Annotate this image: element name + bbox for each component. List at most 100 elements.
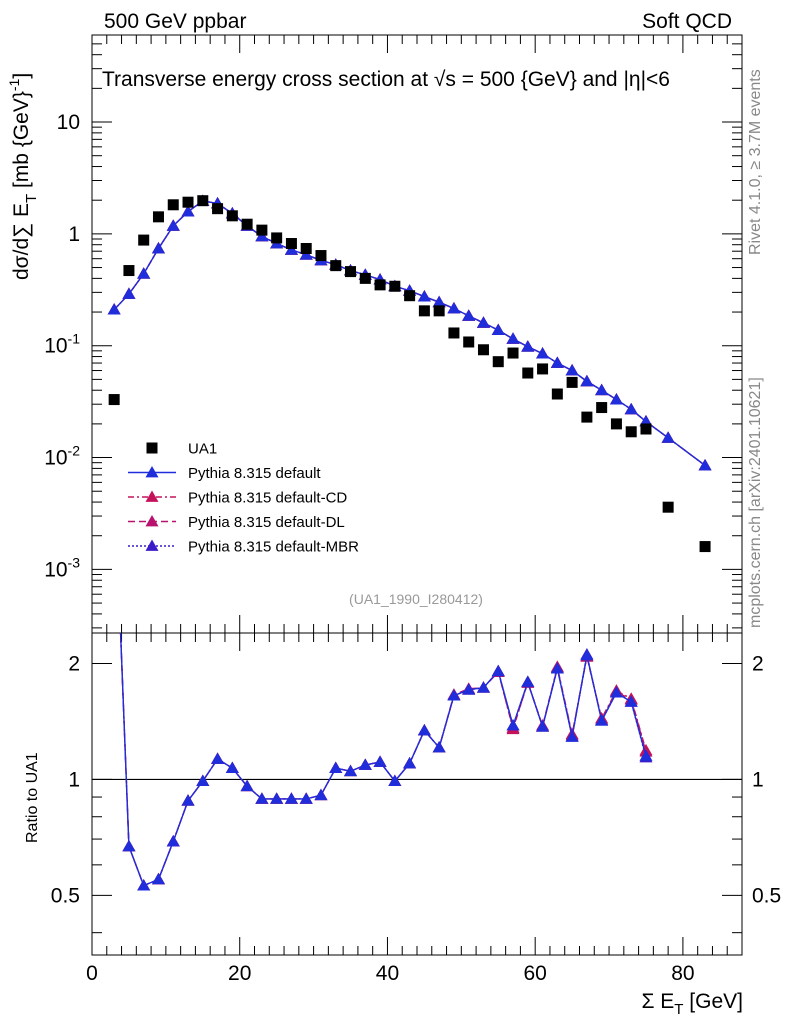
ratio-line-mbr bbox=[119, 633, 647, 887]
ratio-point-default bbox=[491, 664, 505, 677]
x-tick-label: 40 bbox=[376, 962, 399, 985]
main-y-tick-label: 10-3 bbox=[44, 554, 80, 581]
main-point-ua1 bbox=[226, 210, 238, 222]
main-point-ua1 bbox=[537, 363, 549, 375]
legend-item-cd: Pythia 8.315 default-CD bbox=[128, 490, 347, 507]
main-point-ua1 bbox=[330, 260, 342, 272]
main-point-default bbox=[521, 340, 535, 352]
main-point-ua1 bbox=[256, 224, 268, 236]
ratio-y-tick-label-left: 0.5 bbox=[51, 884, 80, 907]
main-y-tick-labels: 10 1 10-1 10-2 10-3 bbox=[44, 111, 80, 581]
main-point-ua1 bbox=[463, 336, 475, 348]
ratio-point-default bbox=[639, 749, 653, 761]
main-point-default bbox=[491, 323, 505, 335]
main-point-ua1 bbox=[212, 203, 224, 215]
rivet-label: Rivet 4.1.0, ≥ 3.7M events bbox=[747, 69, 764, 255]
legend-item-dl: Pythia 8.315 default-DL bbox=[128, 514, 345, 531]
ratio-point-default bbox=[255, 792, 269, 804]
main-point-ua1 bbox=[345, 266, 357, 278]
ratio-line-default bbox=[119, 633, 647, 887]
x-tick-labels: 0 20 40 60 80 bbox=[86, 962, 694, 985]
ratio-point-default bbox=[225, 761, 239, 773]
legend-marker-ua1 bbox=[146, 442, 158, 454]
chart-title: Transverse energy cross section at √s = … bbox=[102, 68, 670, 91]
ratio-point-default bbox=[565, 730, 579, 742]
ratio-point-default bbox=[299, 792, 313, 804]
ratio-point-default bbox=[137, 879, 151, 891]
main-point-ua1 bbox=[374, 279, 386, 291]
main-point-default bbox=[137, 267, 151, 279]
main-point-default bbox=[447, 302, 461, 314]
main-point-default bbox=[476, 316, 490, 328]
legend-label: UA1 bbox=[188, 441, 217, 458]
legend-marker-default bbox=[145, 466, 159, 478]
ratio-point-default bbox=[609, 686, 623, 698]
ratio-point-default bbox=[151, 872, 165, 885]
main-point-ua1 bbox=[197, 195, 209, 207]
main-axis-ticks bbox=[91, 34, 743, 633]
ratio-axis-ticks bbox=[91, 633, 743, 955]
ratio-point-default bbox=[122, 839, 136, 852]
main-point-default bbox=[624, 402, 638, 415]
ratio-point-default bbox=[595, 714, 609, 726]
main-point-default bbox=[550, 356, 564, 368]
legend-item-default: Pythia 8.315 default bbox=[128, 465, 321, 482]
main-point-ua1 bbox=[448, 327, 460, 339]
ratio-y-tick-label-right: 0.5 bbox=[752, 884, 781, 907]
main-point-default bbox=[151, 241, 165, 254]
main-point-ua1 bbox=[152, 211, 164, 223]
ratio-point-default bbox=[521, 675, 535, 687]
main-point-ua1 bbox=[241, 218, 253, 230]
main-point-ua1 bbox=[433, 305, 445, 317]
ratio-point-default bbox=[506, 719, 520, 731]
main-series-layer bbox=[107, 194, 712, 553]
ratio-point-default bbox=[432, 741, 446, 753]
ratio-point-default bbox=[536, 720, 550, 732]
ratio-point-default bbox=[329, 761, 343, 773]
ratio-point-dl bbox=[108, 462, 121, 473]
main-point-default bbox=[166, 219, 180, 231]
main-point-default bbox=[580, 374, 594, 387]
legend-item-data: UA1 bbox=[146, 441, 217, 458]
ratio-y-tick-label-right: 1 bbox=[752, 768, 764, 791]
main-point-ua1 bbox=[108, 394, 120, 406]
main-point-ua1 bbox=[522, 367, 534, 379]
main-point-default bbox=[181, 205, 195, 217]
main-point-default bbox=[565, 364, 579, 376]
main-point-default bbox=[122, 287, 136, 299]
legend-label: Pythia 8.315 default-MBR bbox=[188, 539, 359, 556]
ratio-line-cd bbox=[119, 633, 647, 887]
ratio-point-cd bbox=[108, 462, 121, 473]
x-tick-label: 20 bbox=[228, 962, 251, 985]
ratio-y-axis-label: Ratio to UA1 bbox=[24, 752, 41, 843]
legend-marker-dl bbox=[145, 515, 159, 527]
main-point-ua1 bbox=[167, 199, 179, 211]
main-point-default bbox=[536, 347, 550, 359]
legend: UA1 Pythia 8.315 default Pythia 8.315 defa… bbox=[128, 441, 359, 556]
main-point-ua1 bbox=[625, 426, 637, 438]
main-point-ua1 bbox=[138, 234, 150, 246]
ratio-y-tick-labels: 0.5 0.5 1 1 2 2 bbox=[51, 652, 781, 907]
ratio-point-default bbox=[388, 774, 402, 786]
main-point-default bbox=[698, 458, 712, 471]
main-y-tick-label: 10-1 bbox=[44, 331, 80, 358]
main-point-ua1 bbox=[300, 242, 312, 254]
main-point-default bbox=[506, 332, 520, 344]
ratio-point-default bbox=[417, 723, 431, 736]
main-point-default bbox=[284, 243, 298, 255]
main-point-default bbox=[417, 290, 431, 302]
ratio-point-default bbox=[373, 755, 387, 767]
ratio-point-default bbox=[314, 788, 328, 801]
main-point-ua1 bbox=[182, 196, 194, 208]
ratio-point-default bbox=[240, 779, 254, 792]
main-point-default bbox=[462, 309, 476, 321]
ratio-y-tick-label-left: 1 bbox=[68, 768, 80, 791]
main-point-ua1 bbox=[566, 376, 578, 388]
ratio-y-tick-label-left: 2 bbox=[68, 652, 80, 675]
x-axis-label: Σ ET [GeV] bbox=[641, 990, 743, 1018]
ratio-point-default bbox=[211, 752, 225, 764]
main-y-tick-label: 1 bbox=[68, 223, 80, 246]
main-point-ua1 bbox=[610, 418, 622, 430]
main-point-ua1 bbox=[123, 265, 135, 277]
